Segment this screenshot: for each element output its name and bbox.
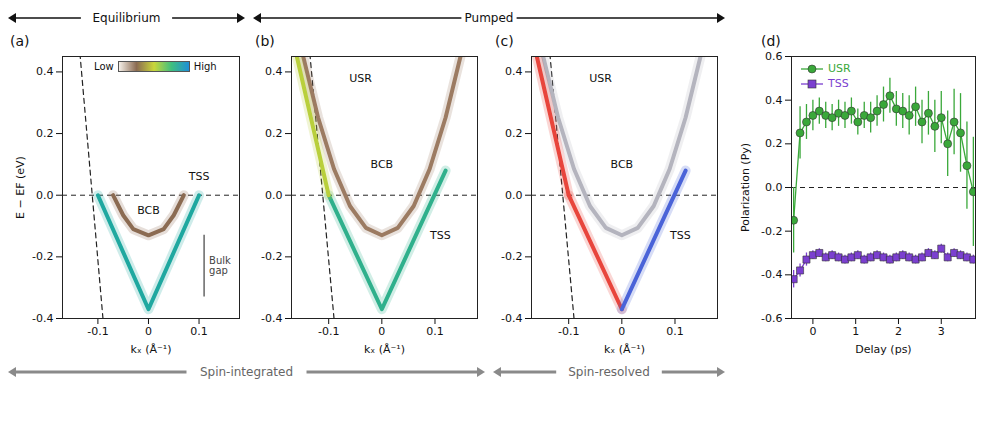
svg-text:0.1: 0.1 bbox=[426, 325, 444, 338]
html-text:(a): (a) bbox=[10, 33, 30, 49]
svg-text:TSS: TSS bbox=[188, 170, 210, 183]
svg-text:Delay (ps): Delay (ps) bbox=[855, 343, 911, 356]
svg-text:2: 2 bbox=[895, 325, 902, 338]
svg-text:3: 3 bbox=[938, 325, 945, 338]
html-text:Low: Low bbox=[94, 61, 114, 72]
svg-text:TSS: TSS bbox=[429, 229, 451, 242]
svg-text:0.1: 0.1 bbox=[666, 325, 684, 338]
svg-text:-0.2: -0.2 bbox=[261, 250, 282, 263]
svg-text:0: 0 bbox=[618, 325, 625, 338]
svg-text:-0.2: -0.2 bbox=[501, 250, 522, 263]
svg-text:0: 0 bbox=[809, 325, 816, 338]
svg-text:kₓ (Å⁻¹): kₓ (Å⁻¹) bbox=[130, 343, 171, 356]
html-text:TSS: TSS bbox=[828, 77, 849, 90]
svg-text:USR: USR bbox=[349, 72, 372, 85]
svg-text:0.4: 0.4 bbox=[505, 65, 523, 78]
svg-text:0.0: 0.0 bbox=[505, 189, 523, 202]
svg-text:0.2: 0.2 bbox=[505, 127, 523, 140]
svg-text:0.0: 0.0 bbox=[265, 189, 283, 202]
svg-text:BCB: BCB bbox=[371, 158, 394, 171]
svg-text:-0.4: -0.4 bbox=[32, 312, 53, 325]
svg-text:-0.1: -0.1 bbox=[558, 325, 579, 338]
svg-text:kₓ (Å⁻¹): kₓ (Å⁻¹) bbox=[364, 343, 405, 356]
html-text:High: High bbox=[193, 61, 217, 72]
svg-text:0.4: 0.4 bbox=[36, 65, 54, 78]
svg-text:0.0: 0.0 bbox=[36, 189, 54, 202]
svg-text:E − EF (eV): E − EF (eV) bbox=[14, 156, 27, 219]
svg-text:TSS: TSS bbox=[669, 229, 691, 242]
svg-text:Polarization (Py): Polarization (Py) bbox=[739, 143, 752, 232]
svg-text:-0.4: -0.4 bbox=[761, 268, 782, 281]
svg-text:-0.1: -0.1 bbox=[318, 325, 339, 338]
svg-text:0.1: 0.1 bbox=[190, 325, 208, 338]
svg-text:-0.1: -0.1 bbox=[87, 325, 108, 338]
svg-text:0.6: 0.6 bbox=[765, 50, 783, 63]
svg-text:0.4: 0.4 bbox=[265, 65, 283, 78]
svg-text:Equilibrium: Equilibrium bbox=[93, 11, 161, 25]
svg-text:1: 1 bbox=[852, 325, 859, 338]
svg-text:0.2: 0.2 bbox=[265, 127, 283, 140]
svg-text:Spin-resolved: Spin-resolved bbox=[568, 365, 650, 379]
svg-text:-0.2: -0.2 bbox=[32, 250, 53, 263]
svg-text:Spin-integrated: Spin-integrated bbox=[200, 365, 293, 379]
svg-text:USR: USR bbox=[589, 72, 612, 85]
svg-text:0.0: 0.0 bbox=[765, 181, 783, 194]
svg-text:-0.4: -0.4 bbox=[501, 312, 522, 325]
svg-text:-0.4: -0.4 bbox=[261, 312, 282, 325]
svg-text:BCB: BCB bbox=[137, 204, 160, 217]
svg-text:-0.6: -0.6 bbox=[761, 312, 782, 325]
svg-text:0.4: 0.4 bbox=[765, 94, 783, 107]
html-text:(c): (c) bbox=[495, 33, 514, 49]
svg-text:kₓ (Å⁻¹): kₓ (Å⁻¹) bbox=[604, 343, 645, 356]
html-text:(d): (d) bbox=[761, 33, 781, 49]
html-text:USR: USR bbox=[828, 62, 851, 75]
svg-text:0.2: 0.2 bbox=[36, 127, 54, 140]
html-text:(b): (b) bbox=[255, 33, 275, 49]
svg-text:0.2: 0.2 bbox=[765, 137, 783, 150]
svg-text:Pumped: Pumped bbox=[465, 11, 514, 25]
svg-text:0: 0 bbox=[145, 325, 152, 338]
svg-text:-0.2: -0.2 bbox=[761, 225, 782, 238]
svg-text:BCB: BCB bbox=[611, 158, 634, 171]
svg-text:0: 0 bbox=[378, 325, 385, 338]
svg-text:Bulkgap: Bulkgap bbox=[209, 255, 231, 276]
